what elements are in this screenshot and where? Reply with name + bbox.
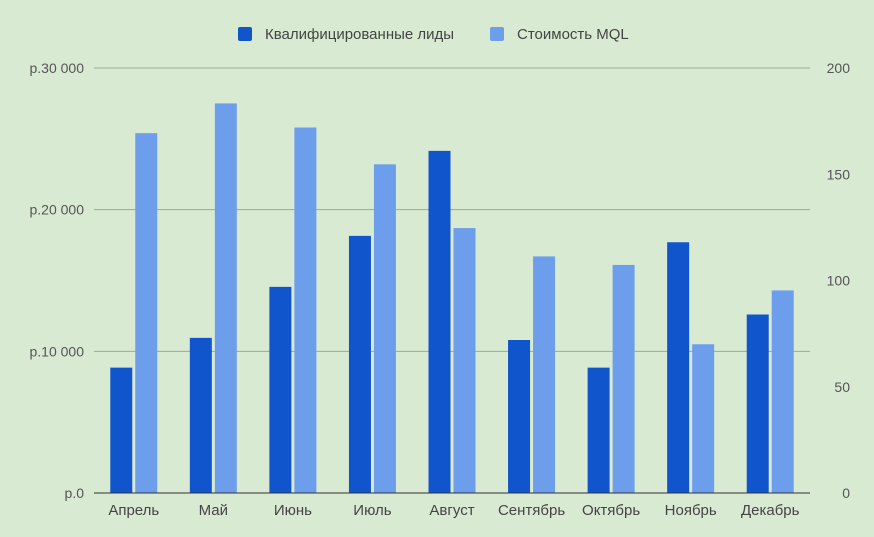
x-axis-category-label: Октябрь bbox=[582, 502, 640, 519]
bar-qualified-leads[interactable] bbox=[110, 367, 133, 493]
bar-qualified-leads[interactable] bbox=[348, 235, 371, 493]
bar-mql-cost[interactable] bbox=[533, 256, 556, 493]
left-axis-tick-label: р.0 bbox=[65, 485, 85, 501]
bar-mql-cost[interactable] bbox=[214, 103, 237, 494]
right-axis-tick-label: 0 bbox=[842, 485, 850, 501]
bar-mql-cost[interactable] bbox=[294, 127, 317, 494]
legend-label[interactable]: Стоимость MQL bbox=[517, 26, 629, 43]
legend-label[interactable]: Квалифицированные лиды bbox=[265, 26, 454, 43]
x-axis-category-label: Апрель bbox=[108, 502, 159, 519]
x-axis-category-label: Ноябрь bbox=[665, 502, 717, 519]
right-axis-tick-label: 200 bbox=[827, 60, 851, 76]
bar-mql-cost[interactable] bbox=[612, 264, 635, 493]
bar-mql-cost[interactable] bbox=[771, 290, 794, 493]
x-axis-category-label: Май bbox=[199, 502, 228, 519]
bar-qualified-leads[interactable] bbox=[428, 150, 451, 493]
left-axis-tick-label: р.20 000 bbox=[30, 202, 85, 218]
bar-qualified-leads[interactable] bbox=[508, 340, 531, 493]
right-axis-tick-label: 150 bbox=[827, 166, 851, 182]
bar-qualified-leads[interactable] bbox=[269, 286, 292, 493]
legend[interactable]: Квалифицированные лиды Стоимость MQL bbox=[238, 26, 629, 43]
bar-mql-cost[interactable] bbox=[453, 228, 476, 494]
bar-mql-cost[interactable] bbox=[135, 133, 158, 493]
x-axis-category-label: Июль bbox=[353, 502, 391, 519]
bar-qualified-leads[interactable] bbox=[189, 337, 212, 493]
x-axis-category-label: Август bbox=[429, 502, 474, 519]
axes: р.0 р.10 000 р.20 000 р.30 000 0 50 100 150 200 А… bbox=[30, 60, 851, 519]
right-axis-tick-label: 100 bbox=[827, 273, 851, 289]
right-axis-tick-label: 50 bbox=[834, 379, 850, 395]
bar-qualified-leads[interactable] bbox=[746, 314, 769, 494]
legend-swatch bbox=[490, 27, 504, 41]
left-axis-tick-label: р.30 000 bbox=[30, 60, 85, 76]
bar-qualified-leads[interactable] bbox=[667, 242, 690, 493]
x-axis-category-label: Сентябрь bbox=[498, 502, 565, 519]
legend-swatch bbox=[238, 27, 252, 41]
bar-mql-cost[interactable] bbox=[373, 164, 396, 494]
x-axis-category-label: Июнь bbox=[274, 502, 312, 519]
left-axis-tick-label: р.10 000 bbox=[30, 343, 85, 359]
gridlines bbox=[94, 67, 810, 352]
bar-qualified-leads[interactable] bbox=[587, 367, 610, 493]
bar-mql-cost[interactable] bbox=[692, 344, 715, 493]
bars bbox=[110, 103, 794, 494]
x-axis-category-label: Декабрь bbox=[741, 502, 800, 519]
